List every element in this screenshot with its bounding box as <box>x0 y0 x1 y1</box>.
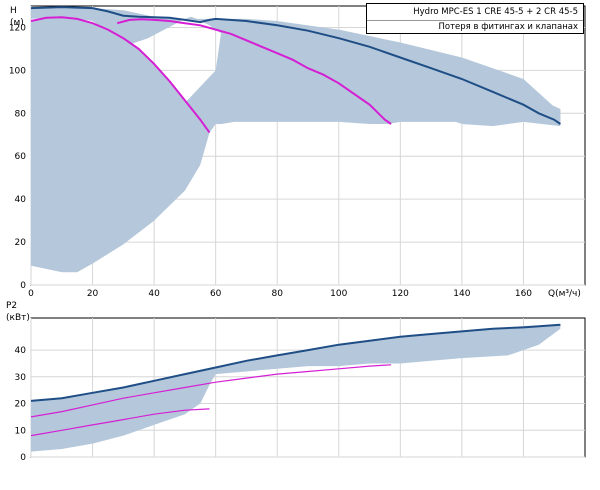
power-y-axis-label: (кВт) <box>6 313 30 323</box>
head-xtick-label: 0 <box>28 289 34 299</box>
head-series-pump-1 <box>30 16 211 134</box>
power-ytick-label: 0 <box>20 453 26 463</box>
head-xtick-label: 100 <box>330 289 347 299</box>
power-ytick-label: 40 <box>15 346 27 356</box>
power-series-pump-2 <box>30 364 392 418</box>
legend-divider <box>367 20 583 21</box>
head-xtick-label: 40 <box>148 289 160 299</box>
power-ytick-label: 10 <box>15 426 27 436</box>
head-xtick-label: 60 <box>210 289 222 299</box>
head-ytick-label: 40 <box>15 195 27 205</box>
head-y-axis-label: H <box>10 6 17 16</box>
head-series-pump-2 <box>116 18 392 125</box>
head-envelope-lower <box>31 17 210 273</box>
head-series-max <box>30 6 561 125</box>
head-y-axis-label: (м) <box>10 18 24 28</box>
head-xtick-label: 160 <box>515 289 532 299</box>
head-x-axis-label: Q(м³/ч) <box>548 289 581 299</box>
head-envelope-band <box>31 27 561 273</box>
legend-title: Hydro MPC-ES 1 CRE 45-5 + 2 CR 45-5 <box>413 7 578 17</box>
head-ytick-label: 120 <box>9 23 26 33</box>
head-xtick-label: 20 <box>87 289 99 299</box>
head-ytick-label: 20 <box>15 238 27 248</box>
head-ytick-label: 80 <box>15 109 27 119</box>
power-series-max <box>30 323 561 402</box>
head-xtick-label: 140 <box>453 289 470 299</box>
legend-box: Hydro MPC-ES 1 CRE 45-5 + 2 CR 45-5 Поте… <box>366 3 584 34</box>
power-y-axis-label: P2 <box>6 301 17 311</box>
head-ytick-label: 60 <box>15 152 27 162</box>
power-ytick-label: 30 <box>15 373 27 383</box>
legend-subtitle: Потеря в фитингах и клапанах <box>438 22 579 32</box>
head-ytick-label: 100 <box>9 66 26 76</box>
power-ytick-label: 20 <box>15 400 27 410</box>
power-series-pump-1 <box>30 408 210 437</box>
power-operating-envelope <box>31 324 561 452</box>
head-ytick-label: 0 <box>20 281 26 291</box>
head-xtick-label: 120 <box>392 289 409 299</box>
head-xtick-label: 80 <box>271 289 283 299</box>
